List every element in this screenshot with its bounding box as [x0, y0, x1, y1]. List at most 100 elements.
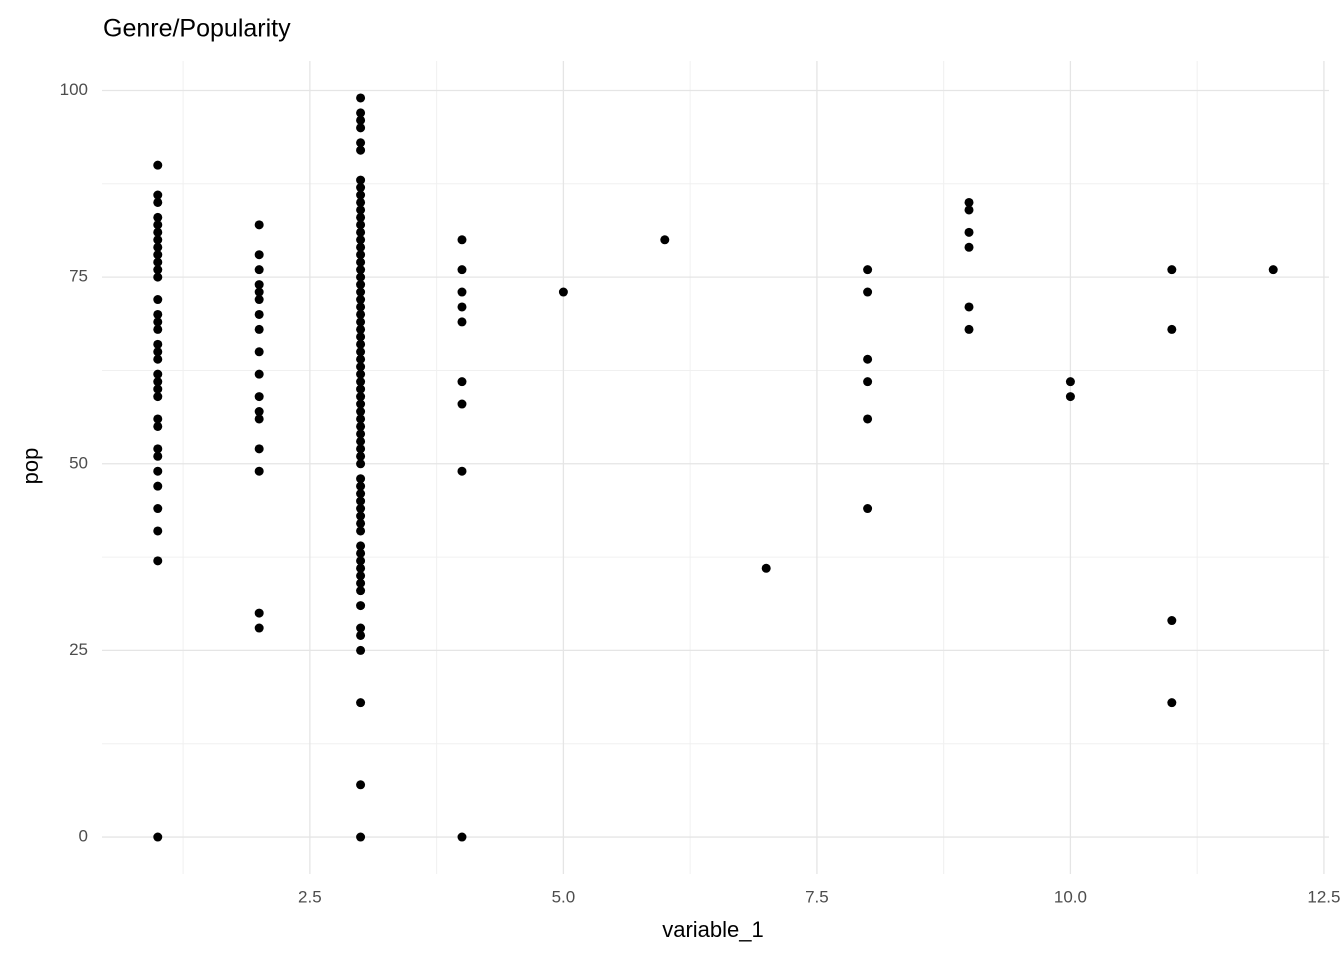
point: [153, 377, 163, 387]
point: [356, 526, 366, 536]
point: [356, 421, 366, 431]
x-tick-label: 7.5: [805, 887, 829, 906]
point: [153, 556, 163, 566]
point: [356, 429, 366, 439]
point: [356, 384, 366, 394]
grid: [102, 61, 1329, 874]
x-tick-label: 10.0: [1054, 887, 1087, 906]
point: [356, 444, 366, 454]
point: [457, 265, 467, 275]
point: [356, 578, 366, 588]
chart-title: Genre/Popularity: [103, 15, 291, 43]
point: [457, 302, 467, 312]
point: [356, 123, 366, 133]
point: [153, 504, 163, 514]
point: [356, 272, 366, 282]
point: [153, 212, 163, 222]
point: [153, 160, 163, 170]
point: [457, 832, 467, 842]
point: [356, 377, 366, 387]
point: [356, 347, 366, 357]
x-tick-label: 12.5: [1307, 887, 1340, 906]
point: [153, 414, 163, 424]
point: [457, 317, 467, 327]
point: [356, 108, 366, 118]
point: [356, 324, 366, 334]
point: [356, 197, 366, 207]
point: [153, 250, 163, 260]
point: [1167, 265, 1177, 275]
point: [153, 197, 163, 207]
point: [153, 392, 163, 402]
point: [1268, 265, 1278, 275]
point: [356, 623, 366, 633]
point: [356, 115, 366, 125]
point: [356, 645, 366, 655]
point: [863, 504, 873, 514]
point: [356, 504, 366, 514]
point: [153, 444, 163, 454]
point: [863, 265, 873, 275]
point: [153, 242, 163, 252]
point: [153, 309, 163, 319]
point: [254, 324, 264, 334]
point: [356, 235, 366, 245]
point: [1167, 698, 1177, 708]
point: [356, 451, 366, 461]
point: [153, 235, 163, 245]
point: [254, 407, 264, 417]
point: [457, 466, 467, 476]
point: [153, 227, 163, 237]
point: [356, 548, 366, 558]
point: [356, 362, 366, 372]
point: [356, 511, 366, 521]
point: [153, 272, 163, 282]
point: [153, 384, 163, 394]
point: [153, 324, 163, 334]
point: [254, 220, 264, 230]
point: [254, 414, 264, 424]
point: [153, 347, 163, 357]
point: [356, 212, 366, 222]
point: [356, 332, 366, 342]
point: [153, 481, 163, 491]
point: [1167, 616, 1177, 626]
point: [153, 451, 163, 461]
point: [964, 302, 974, 312]
point: [457, 399, 467, 409]
point: [153, 369, 163, 379]
point: [356, 183, 366, 193]
point: [254, 608, 264, 618]
point: [356, 265, 366, 275]
point: [356, 190, 366, 200]
point: [254, 250, 264, 260]
point: [356, 474, 366, 484]
point: [356, 392, 366, 402]
point: [153, 295, 163, 305]
point: [153, 832, 163, 842]
point: [153, 421, 163, 431]
point: [356, 205, 366, 215]
point: [254, 265, 264, 275]
point: [356, 459, 366, 469]
x-axis-label: variable_1: [662, 917, 764, 942]
point: [254, 280, 264, 290]
point: [356, 481, 366, 491]
point: [356, 145, 366, 155]
point: [863, 287, 873, 297]
point: [356, 586, 366, 596]
y-tick-label: 75: [69, 267, 88, 286]
point: [356, 541, 366, 551]
point: [863, 354, 873, 364]
point: [356, 780, 366, 790]
point: [356, 302, 366, 312]
point: [457, 377, 467, 387]
point: [356, 601, 366, 611]
point: [356, 518, 366, 528]
point: [254, 392, 264, 402]
point: [254, 623, 264, 633]
point: [153, 526, 163, 536]
point: [356, 369, 366, 379]
point: [1065, 377, 1075, 387]
x-tick-label: 5.0: [552, 887, 576, 906]
